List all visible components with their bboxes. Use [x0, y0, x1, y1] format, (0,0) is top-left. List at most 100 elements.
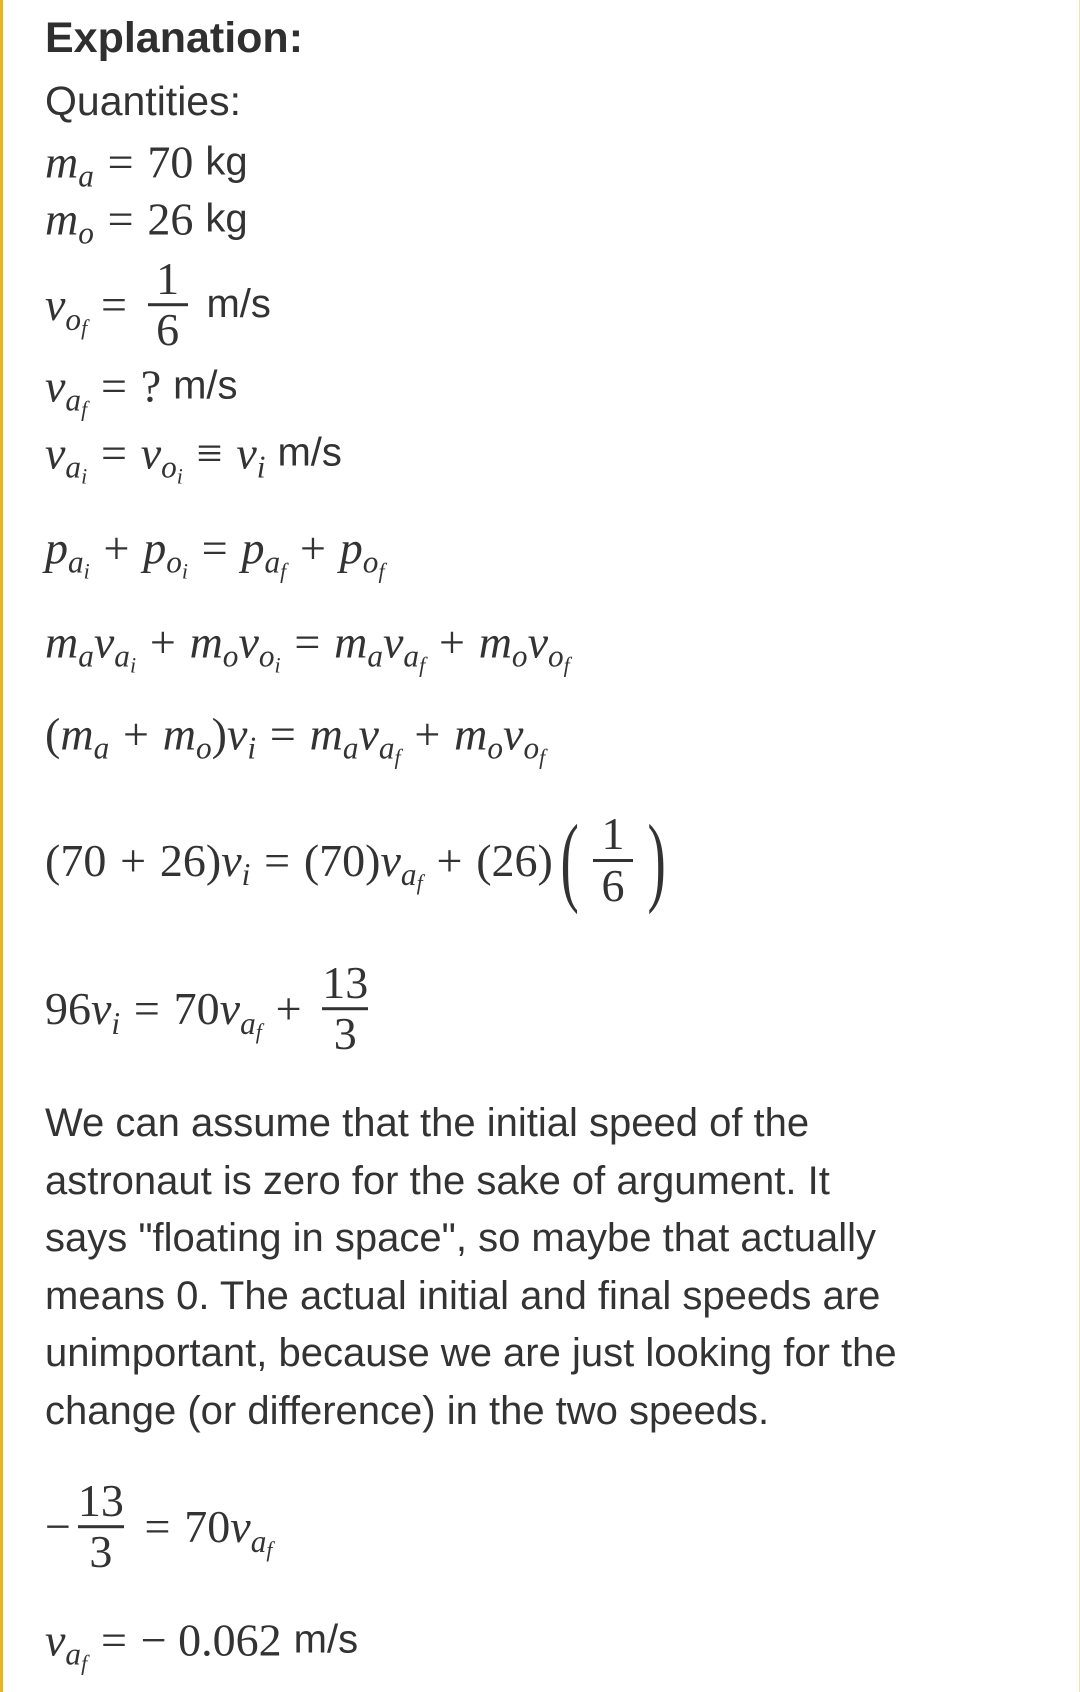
variable-base: v [45, 1614, 66, 1666]
fraction-bar [147, 303, 188, 307]
variable-subscript: o [487, 730, 504, 766]
unit-label: kg [205, 196, 248, 241]
math-operator: + [300, 522, 326, 574]
variable-base: v [380, 834, 401, 886]
fraction-bar [77, 1525, 124, 1529]
variable-subscript: i [247, 730, 257, 766]
fraction: 13 3 [77, 1475, 124, 1578]
equation-substituted: (70 +26) v i = (70) v a f + (26)(1 6) [45, 804, 673, 915]
quantities-label: Quantities: [45, 78, 241, 124]
math-operator: = [201, 522, 228, 574]
equation-momentum-conservation: p a i + p o i = p a f + p o f [45, 522, 385, 584]
variable-base: v [503, 708, 524, 760]
equation-momentum-expanded: m a v a i + m o v o i = m a v a f + m o v o f [45, 616, 570, 678]
math-operator: + [149, 616, 176, 668]
fraction-numerator: 13 [77, 1475, 124, 1527]
variable-subscript: i [256, 449, 266, 485]
variable-sub-subscript: f [81, 396, 88, 422]
math-operator: + [436, 834, 463, 886]
equation-initial-velocity: v a i = v o i ≡ v i m/s [45, 427, 342, 489]
variable-base: m [478, 616, 512, 668]
variable-base: v [236, 427, 257, 479]
math-operator: = [100, 427, 127, 479]
fraction-denominator: 3 [89, 1526, 113, 1578]
variable-base: v [45, 360, 66, 412]
math-operator: + [103, 522, 130, 574]
math-operator: + [123, 708, 149, 760]
variable-base: v [230, 1501, 251, 1553]
math-operator: = [107, 136, 134, 188]
unit-label: m/s [277, 430, 342, 475]
equation-mass-astronaut: m a = 70 kg [45, 136, 248, 194]
fraction-bar [322, 1007, 369, 1011]
variable-base: m [60, 708, 94, 760]
math-operator: ≡ [196, 427, 223, 479]
math-operator: = [100, 279, 127, 331]
variable-base: p [241, 522, 265, 574]
variable-sub-subscript: f [81, 315, 88, 341]
variable-sub-subscript: f [266, 1537, 273, 1563]
math-operator: = [100, 360, 127, 412]
variable-base: m [162, 708, 196, 760]
variable-sub-subscript: i [129, 652, 137, 678]
math-number: 70 [173, 983, 220, 1035]
variable-subscript: o [195, 730, 212, 766]
explanation-paragraph: We can assume that the initial speed of … [45, 1095, 897, 1440]
variable-base: v [358, 708, 379, 760]
fraction-denominator: 3 [333, 1008, 357, 1060]
right-parenthesis: ) [647, 804, 666, 915]
paragraph-line: astronaut is zero for the sake of argume… [45, 1158, 830, 1203]
variable-sub-subscript: i [83, 558, 90, 584]
variable-base: p [339, 522, 363, 574]
variable-subscript: a [78, 158, 94, 194]
math-operator: = [294, 616, 321, 668]
math-number: (70 [45, 834, 107, 886]
variable-base: m [45, 136, 79, 188]
variable-subscript: o [222, 638, 239, 674]
math-operator: = [264, 834, 291, 886]
math-number: ? [140, 360, 162, 412]
variable-sub-subscript: i [81, 463, 88, 489]
math-operator: = [107, 193, 134, 245]
variable-base: v [238, 616, 259, 668]
variable-sub-subscript: i [176, 463, 183, 489]
variable-sub-subscript: f [394, 744, 401, 770]
variable-base: v [140, 427, 162, 479]
fraction-numerator: 13 [322, 957, 369, 1009]
equation-object-final-velocity: v o f = 1 6 m/s [45, 254, 271, 355]
variable-subscript: o [78, 215, 94, 251]
variable-base: v [93, 616, 115, 668]
